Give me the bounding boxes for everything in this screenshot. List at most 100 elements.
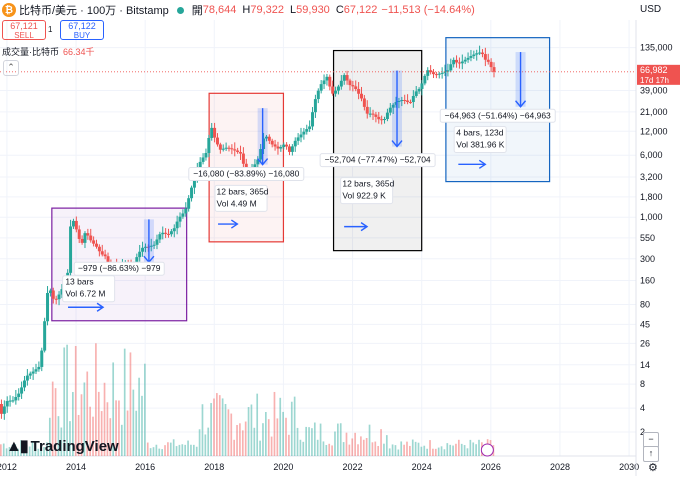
volume-bar [126,410,129,456]
arrow-up-icon: ↑ [648,448,654,458]
candle-body [443,71,447,73]
candle-body [414,91,418,96]
tradingview-mark-icon: ▲▮ [6,438,29,455]
candle-body [152,244,156,246]
candle-body [383,118,387,120]
candle-body [259,149,263,160]
volume-bar [63,347,66,456]
candle-body [227,147,231,149]
time-arrow-head [230,219,239,229]
candle-body [351,85,355,87]
candle-body [480,52,484,55]
candle-body [287,146,291,152]
candle-body [207,137,211,154]
scroll-up-button[interactable]: ↑ [643,446,659,462]
stats-label-bg [62,275,116,303]
stats-vol-label: Vol 922.9 K [342,191,386,201]
candle-body [440,72,444,74]
volume-bar [440,446,443,456]
candle-body [236,150,240,153]
candle-body [192,178,196,188]
volume-bar [34,442,37,456]
y-tick-label: 8 [640,379,645,389]
candle-body [141,247,145,252]
candle-body [221,148,225,150]
measure-change-label: −16,080 (−83.89%) −16,080 [193,168,299,178]
stats-vol-label: Vol 381.96 K [456,140,505,150]
volume-bar [57,416,60,456]
volume-bar [385,435,388,456]
volume-bar [224,404,227,456]
volume-bar [472,442,475,456]
symbol-title[interactable]: 比特币/美元 · 100万 · Bitstamp [19,5,169,17]
volume-legend-value: 66.34千 [63,47,95,57]
chart-header: ₿ 比特币/美元 · 100万 · Bitstamp 開 78,644 H 79,3… [0,0,620,20]
measure-arrow-head [515,100,527,108]
event-badge-icon [480,443,494,457]
volume-bar [51,381,54,456]
volume-bar [394,445,397,456]
stats-label-bg [453,126,507,154]
collapse-legend-button[interactable]: ⌃ [3,60,19,76]
candle-body [256,159,260,165]
volume-bar [132,389,135,456]
buy-button[interactable]: 67,122 BUY [60,20,104,40]
volume-bar [411,439,414,456]
candle-body [408,102,412,104]
gear-icon[interactable]: ⚙ [648,462,658,474]
candle-body [190,187,194,199]
candle-body [432,72,436,75]
sell-button[interactable]: 67,121 SELL [2,20,46,40]
candle-body [149,245,153,247]
volume-bar [446,443,449,456]
stats-bars-label: 13 bars [65,277,93,287]
x-tick-label: 2014 [66,462,86,472]
candle-body [158,234,162,240]
candle-body [103,254,107,257]
volume-bar [201,404,204,456]
volume-bar [0,444,2,456]
measure-change-label: −64,963 (−51.64%) −64,963 [445,110,551,120]
volume-bar [17,448,19,456]
candle-body [46,292,50,322]
volume-bar [383,443,385,456]
volume-bar [118,400,120,456]
volume-bar [334,431,336,456]
volume-bar [69,421,71,456]
y-tick-label: 135,000 [640,43,673,53]
volume-bar [14,444,17,456]
volume-bar [299,439,302,456]
volume-bar [80,394,83,456]
volume-bar [97,391,100,456]
volume-bar [190,444,192,456]
candle-body [345,75,349,81]
y-tick-label: 6,000 [640,150,663,160]
measure-label-bg [73,261,165,276]
candle-body [403,100,407,102]
volume-bar [129,352,132,456]
measure-label-bg [439,108,556,123]
candle-body [230,148,234,150]
volume-bar [74,345,77,456]
brand-name: TradingView [30,437,119,455]
stats-bars-label: 4 bars, 123d [456,128,504,138]
candle-body [293,140,297,147]
volume-bar [178,444,181,456]
volume-bar [2,443,5,456]
candle-body [339,80,343,87]
stats-bars-label: 12 bars, 365d [217,186,269,196]
volume-bar [115,400,117,456]
volume-bar [77,414,80,456]
candle-body [40,350,44,367]
candle-body [475,53,479,55]
currency-selector[interactable]: USD [640,4,662,15]
volume-bar [54,388,57,456]
candle-body [328,76,332,87]
volume-bar [216,393,218,456]
candle-body [359,93,363,99]
candle-body [172,228,176,232]
candle-body [308,126,312,130]
open-label: 開 [191,5,203,17]
candle-body [282,144,286,148]
